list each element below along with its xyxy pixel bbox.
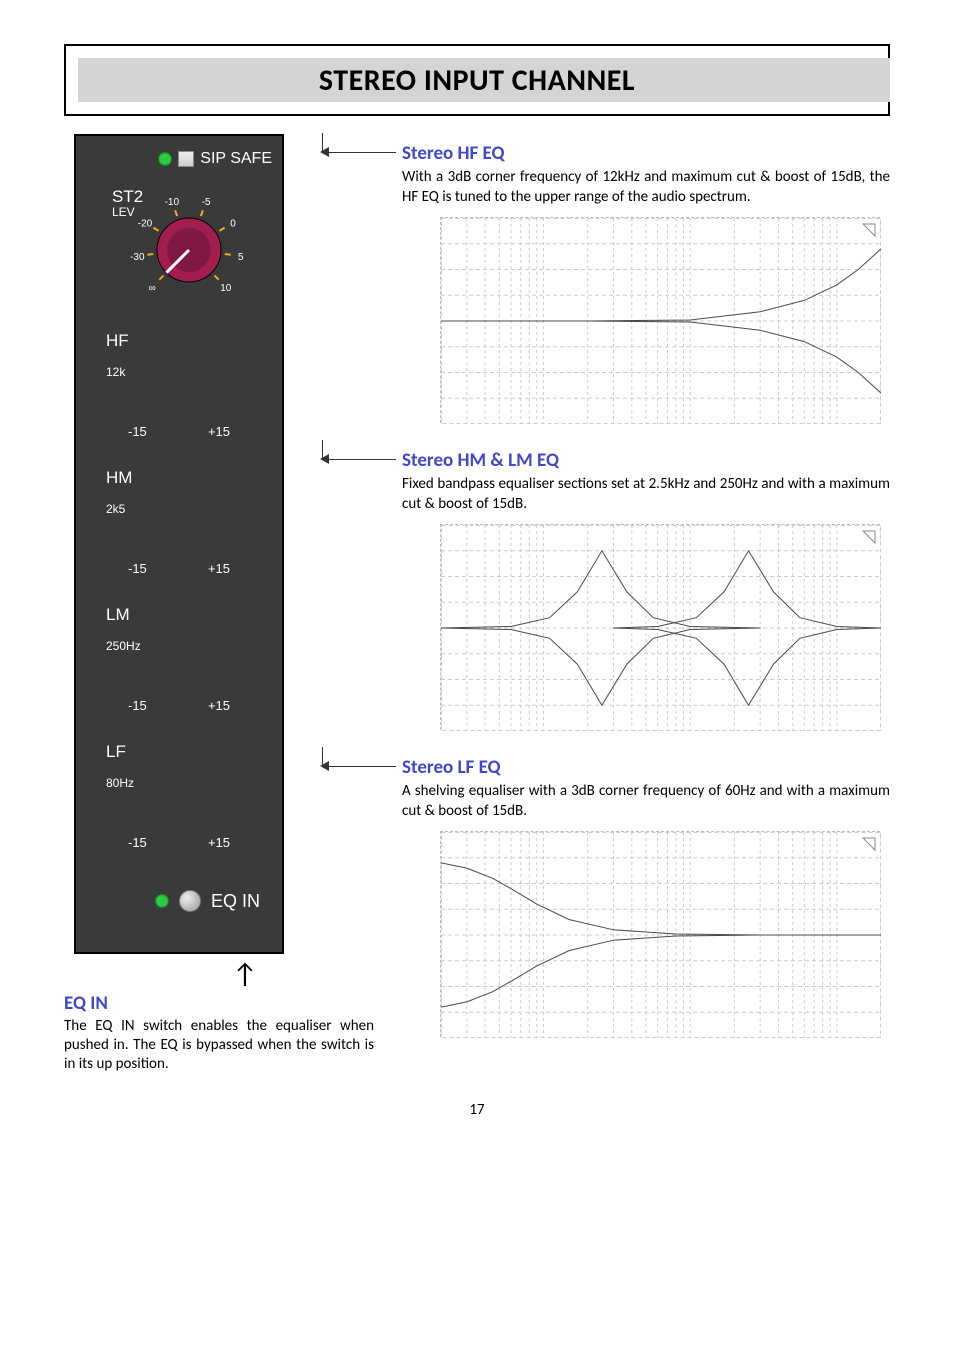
section-hf-chart — [440, 217, 880, 423]
lm-knob: LM 250Hz -15 +15 — [114, 602, 244, 713]
hf-max-label: +15 — [208, 424, 230, 439]
lead-arrow-icon — [320, 147, 329, 157]
lf-curve-icon — [106, 761, 134, 777]
arrow-up-icon: ↑ — [116, 960, 374, 988]
lead-arrow-icon — [320, 761, 329, 771]
eq-in-section-title: EQ IN — [64, 992, 374, 1015]
svg-text:0: 0 — [230, 218, 236, 229]
eq-in-led-icon — [155, 894, 169, 908]
hm-knob: HM 2k5 -15 +15 — [114, 465, 244, 576]
section-hm_lm-chart — [440, 524, 880, 730]
lf-max-label: +15 — [208, 835, 230, 850]
lm-curve-icon — [106, 624, 141, 640]
hm-freq-label: 2k5 — [106, 503, 132, 516]
svg-text:-30: -30 — [130, 252, 145, 263]
eq-in-button — [179, 890, 201, 912]
svg-text:5: 5 — [238, 252, 244, 263]
svg-text:-5: -5 — [202, 197, 211, 208]
svg-text:10: 10 — [220, 283, 232, 294]
lev-knob: ST2 LEV ∞-30-20-10-50510 — [114, 192, 244, 302]
sip-safe-led-icon — [158, 152, 172, 166]
eq-in-section-body: The EQ IN switch enables the equaliser w… — [64, 1017, 374, 1073]
section-hf-body: With a 3dB corner frequency of 12kHz and… — [402, 168, 890, 207]
lf-label: LF — [106, 742, 126, 761]
section-lf: Stereo LF EQ A shelving equaliser with a… — [402, 756, 890, 1037]
lm-freq-label: 250Hz — [106, 640, 141, 653]
sip-safe-button — [178, 151, 194, 167]
title-banner: STEREO INPUT CHANNEL — [64, 44, 890, 116]
section-lf-body: A shelving equaliser with a 3dB corner f… — [402, 782, 890, 821]
lf-freq-label: 80Hz — [106, 777, 134, 790]
hf-curve-icon — [106, 350, 130, 366]
hm-knob-svg — [114, 465, 244, 559]
hf-label: HF — [106, 331, 129, 350]
section-lf-chart — [440, 831, 880, 1037]
hf-freq-label: 12k — [106, 366, 130, 379]
hf-knob-svg — [114, 328, 244, 422]
hm-curve-icon — [106, 487, 132, 503]
lead-arrow-icon — [320, 454, 329, 464]
lf-knob: LF 80Hz -15 +15 — [114, 739, 244, 850]
lf-min-label: -15 — [128, 835, 147, 850]
eq-in-label: EQ IN — [211, 891, 260, 912]
lm-max-label: +15 — [208, 698, 230, 713]
section-lf-title: Stereo LF EQ — [402, 756, 890, 779]
page-number: 17 — [64, 1101, 890, 1119]
page-title: STEREO INPUT CHANNEL — [319, 62, 635, 99]
section-hm_lm-body: Fixed bandpass equaliser sections set at… — [402, 475, 890, 514]
section-hf: Stereo HF EQ With a 3dB corner frequency… — [402, 142, 890, 423]
hm-min-label: -15 — [128, 561, 147, 576]
hf-min-label: -15 — [128, 424, 147, 439]
channel-panel-illustration: SIP SAFE ST2 LEV ∞ -30 -20 -10 -5 0 5 10 HF 12k — [74, 134, 284, 954]
lev-label-bot: LEV — [112, 206, 143, 219]
section-hm_lm: Stereo HM & LM EQ Fixed bandpass equalis… — [402, 449, 890, 730]
svg-text:-10: -10 — [165, 197, 180, 208]
svg-text:-20: -20 — [138, 218, 153, 229]
section-hm_lm-title: Stereo HM & LM EQ — [402, 449, 890, 472]
lm-label: LM — [106, 605, 130, 624]
section-hf-title: Stereo HF EQ — [402, 142, 890, 165]
lm-min-label: -15 — [128, 698, 147, 713]
hm-max-label: +15 — [208, 561, 230, 576]
svg-text:∞: ∞ — [149, 283, 156, 294]
lev-label-top: ST2 — [112, 187, 143, 206]
hf-knob: HF 12k -15 +15 — [114, 328, 244, 439]
sip-safe-label: SIP SAFE — [200, 150, 272, 168]
hm-label: HM — [106, 468, 132, 487]
